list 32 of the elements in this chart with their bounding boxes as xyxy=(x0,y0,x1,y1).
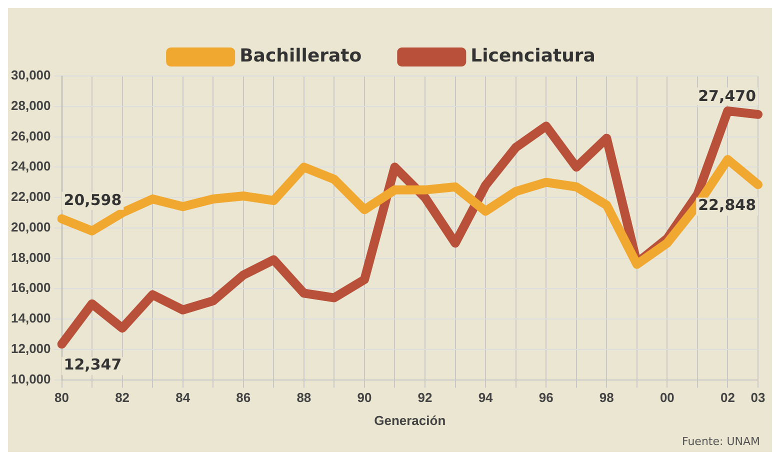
y-tick-label: 12,000 xyxy=(10,341,51,356)
y-tick-label: 28,000 xyxy=(10,98,51,113)
x-tick-label: 88 xyxy=(296,390,312,406)
y-tick-label: 18,000 xyxy=(10,250,51,265)
y-tick-label: 24,000 xyxy=(10,158,51,174)
data-label: 22,848 xyxy=(698,196,756,214)
source-note: Fuente: UNAM xyxy=(682,435,760,448)
x-tick-label: 84 xyxy=(176,390,191,406)
x-tick-label: 96 xyxy=(538,390,554,406)
data-label: 20,598 xyxy=(64,191,122,210)
x-tick-label: 82 xyxy=(115,390,130,406)
x-tick-label: 98 xyxy=(599,390,614,406)
y-tick-label: 26,000 xyxy=(10,128,51,144)
y-tick-label: 16,000 xyxy=(10,280,51,296)
x-axis-title: Generación xyxy=(374,412,446,428)
y-tick-label: 30,000 xyxy=(10,68,51,83)
x-tick-label: 00 xyxy=(660,390,674,406)
x-tick-label: 94 xyxy=(478,390,494,406)
y-tick-label: 22,000 xyxy=(10,189,51,204)
legend-label: Licenciatura xyxy=(470,46,596,67)
x-tick-label: 86 xyxy=(236,390,251,406)
x-tick-label: 03 xyxy=(750,390,766,406)
data-label: 27,470 xyxy=(698,86,756,105)
x-tick-label: 90 xyxy=(357,390,372,406)
x-tick-label: 02 xyxy=(720,390,735,406)
legend-label: Bachillerato xyxy=(240,46,362,67)
y-tick-label: 20,000 xyxy=(10,219,51,234)
data-label: 12,347 xyxy=(64,356,122,374)
y-tick-label: 10,000 xyxy=(10,371,51,386)
y-tick-label: 14,000 xyxy=(10,310,51,326)
x-tick-label: 80 xyxy=(54,390,69,406)
x-tick-label: 92 xyxy=(418,390,432,406)
